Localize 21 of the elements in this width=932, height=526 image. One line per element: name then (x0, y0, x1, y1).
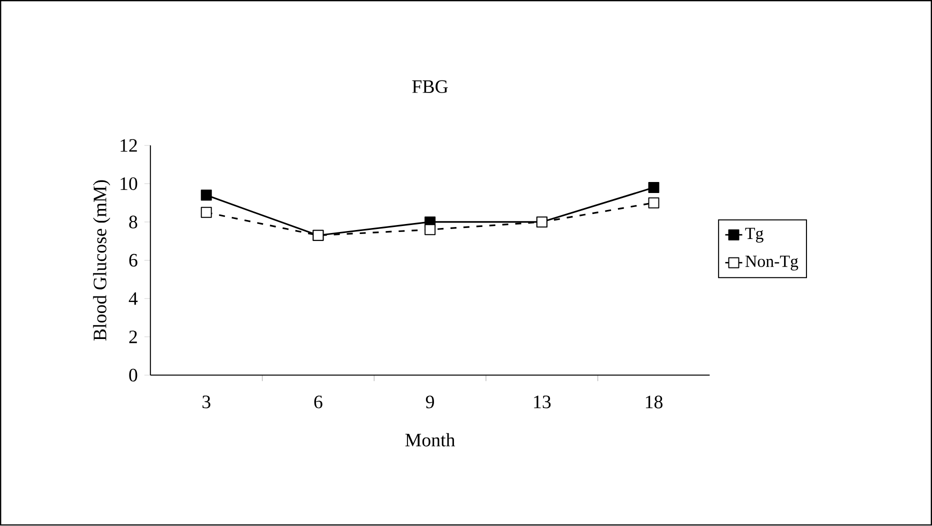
point (200, 190, 212, 201)
y-axis-title: Blood Glucose (mM) (93, 180, 110, 341)
y-tick-label: 0 (129, 368, 138, 382)
x-tick-label: 6 (314, 396, 322, 409)
chart-title: FBG (412, 80, 448, 94)
x-axis-title: Month (405, 433, 456, 447)
y-tick-label: 8 (129, 216, 138, 229)
legend-label: Tg (745, 228, 764, 243)
y-tick-label: 2 (129, 330, 137, 344)
legend-label: Non-Tg (745, 256, 798, 271)
x-tick-label: 9 (426, 396, 434, 409)
x-tick-label: 18 (646, 396, 662, 409)
y-tick-label: 6 (129, 254, 138, 267)
y-tick-label: 4 (128, 292, 138, 305)
x-tick-label: 13 (534, 396, 551, 409)
y-tick-label: 12 (120, 139, 137, 152)
x-tick-label: 3 (202, 396, 210, 409)
point (200, 207, 212, 218)
point (424, 224, 436, 236)
y-tick-label: 10 (120, 178, 138, 190)
point (648, 182, 660, 194)
